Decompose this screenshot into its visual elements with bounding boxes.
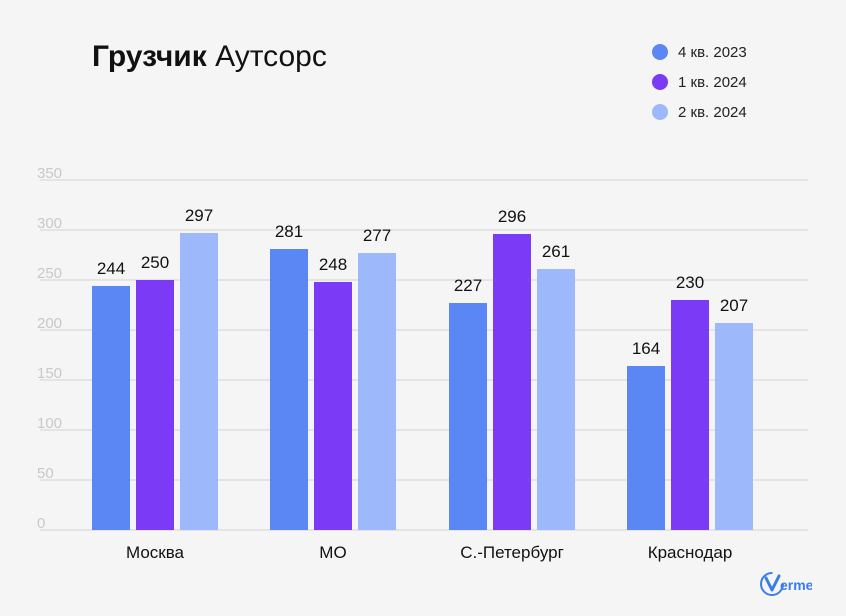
bar (671, 300, 709, 530)
chart-title: Грузчик Аутсорс (92, 40, 327, 74)
y-tick-label: 50 (37, 465, 54, 482)
data-label: 248 (319, 255, 347, 274)
bar (715, 323, 753, 530)
bar (92, 286, 130, 530)
y-tick-label: 0 (37, 515, 45, 532)
bar (537, 269, 575, 530)
chart-title-rest: Аутсорс (215, 40, 327, 73)
logo-text: erme (780, 577, 812, 593)
chart-title-bold: Грузчик (92, 40, 207, 73)
legend-label: 4 кв. 2023 (678, 43, 747, 61)
data-label: 277 (363, 226, 391, 245)
bar (270, 249, 308, 530)
data-label: 207 (720, 296, 748, 315)
x-tick-label: МО (319, 543, 346, 562)
legend-marker (652, 44, 668, 60)
y-tick-label: 100 (37, 415, 62, 432)
x-tick-label: Краснодар (648, 543, 733, 562)
y-tick-label: 300 (37, 215, 62, 232)
data-label: 250 (141, 253, 169, 272)
x-tick-label: С.-Петербург (460, 543, 564, 562)
legend-item-1q2024: 1 кв. 2024 (652, 67, 747, 97)
y-tick-label: 200 (37, 315, 62, 332)
data-label: 230 (676, 273, 704, 292)
bar (180, 233, 218, 530)
data-label: 164 (632, 339, 660, 358)
legend-label: 2 кв. 2024 (678, 103, 747, 121)
bar (358, 253, 396, 530)
legend-label: 1 кв. 2024 (678, 73, 747, 91)
verme-logo: erme (760, 572, 812, 596)
bar (627, 366, 665, 530)
bar (449, 303, 487, 530)
y-tick-label: 250 (37, 265, 62, 282)
x-tick-label: Москва (126, 543, 185, 562)
bar (314, 282, 352, 530)
legend: 4 кв. 2023 1 кв. 2024 2 кв. 2024 (652, 37, 747, 127)
legend-item-4q2023: 4 кв. 2023 (652, 37, 747, 67)
data-label: 297 (185, 206, 213, 225)
data-label: 281 (275, 222, 303, 241)
legend-marker (652, 104, 668, 120)
legend-item-2q2024: 2 кв. 2024 (652, 97, 747, 127)
bar (136, 280, 174, 530)
data-label: 244 (97, 259, 125, 278)
data-label: 227 (454, 276, 482, 295)
legend-marker (652, 74, 668, 90)
y-tick-label: 150 (37, 365, 62, 382)
data-label: 261 (542, 242, 570, 261)
y-tick-label: 350 (37, 165, 62, 182)
bar (493, 234, 531, 530)
data-label: 296 (498, 207, 526, 226)
